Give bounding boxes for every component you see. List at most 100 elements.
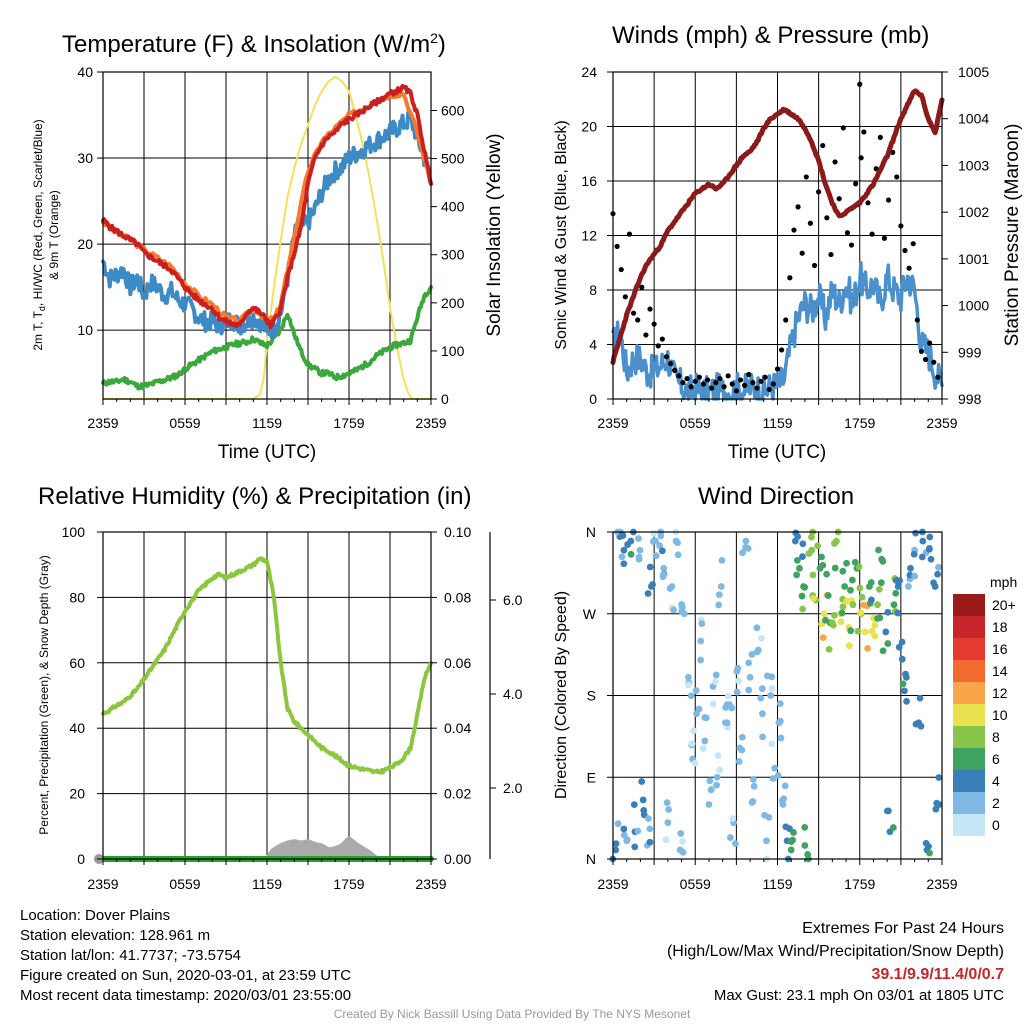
direction-point xyxy=(823,570,831,578)
gust-point xyxy=(894,174,900,180)
direction-point xyxy=(757,694,765,702)
gust-point xyxy=(832,159,838,165)
gust-point xyxy=(931,359,937,365)
station-elevation: Station elevation: 128.961 m xyxy=(20,927,211,944)
direction-point xyxy=(639,796,647,804)
direction-point xyxy=(646,563,654,571)
y2-tick-label: 0.10 xyxy=(444,524,471,540)
colorbar-swatch xyxy=(953,726,985,748)
gust-point xyxy=(721,384,727,390)
speed-colorbar: mph 20+ 18 16 14 12 10 8 6 4 2 0 xyxy=(953,574,1017,836)
direction-point xyxy=(932,805,940,813)
direction-point xyxy=(674,551,682,559)
x-tick-label: 2359 xyxy=(415,876,446,892)
direction-point xyxy=(796,564,803,572)
direction-point xyxy=(644,815,652,823)
gust-point xyxy=(663,354,670,360)
x-tick-label: 0559 xyxy=(169,876,200,892)
x-tick-label: 2359 xyxy=(415,415,446,431)
gust-point xyxy=(816,189,822,195)
direction-point xyxy=(750,782,758,790)
direction-point xyxy=(912,720,920,728)
direction-point xyxy=(698,620,706,628)
winds-title: Winds (mph) & Pressure (mb) xyxy=(612,22,930,49)
station-info: Location: Dover Plains Station elevation… xyxy=(20,906,351,1006)
direction-point xyxy=(864,644,871,652)
y2-tick-label: 0.02 xyxy=(444,786,471,802)
direction-point xyxy=(739,549,746,557)
direction-point xyxy=(801,823,809,831)
direction-point xyxy=(745,659,753,667)
gust-point xyxy=(766,386,772,393)
gust-point xyxy=(762,374,768,380)
y-axis-label-subscript: d xyxy=(37,306,47,311)
gust-point xyxy=(844,230,851,236)
direction-point xyxy=(691,759,699,767)
gust-point xyxy=(688,384,694,390)
direction-point xyxy=(715,591,723,599)
direction-point xyxy=(644,590,652,597)
direction-point xyxy=(856,584,864,592)
y2-tick-label: 1003 xyxy=(958,157,989,173)
direction-point xyxy=(699,745,707,753)
temp-2m-line xyxy=(101,83,433,330)
direction-point xyxy=(776,700,784,708)
gust-point xyxy=(626,231,633,237)
heat-index-wind-chill-line xyxy=(101,110,433,339)
direction-point xyxy=(858,593,866,601)
gust-point xyxy=(807,220,814,226)
colorbar-label: 0 xyxy=(992,817,1000,833)
direction-point xyxy=(935,563,942,571)
x-tick-label: 2359 xyxy=(597,415,628,431)
direction-point xyxy=(709,700,717,708)
colorbar-label: 10 xyxy=(992,707,1008,723)
y-tick-label: 0 xyxy=(589,391,597,407)
direction-point xyxy=(687,692,695,700)
direction-point xyxy=(695,705,703,713)
colorbar-label: 2 xyxy=(992,795,1000,811)
direction-point xyxy=(818,553,825,561)
direction-point xyxy=(839,567,847,575)
gust-point xyxy=(853,181,859,187)
direction-point xyxy=(849,601,857,609)
direction-point xyxy=(877,579,885,587)
direction-point xyxy=(652,552,660,560)
gust-point xyxy=(918,348,925,354)
direction-point xyxy=(774,772,782,779)
direction-point xyxy=(624,541,632,548)
direction-point xyxy=(848,576,856,584)
gust-point xyxy=(922,356,929,363)
direction-point xyxy=(874,615,881,622)
direction-point xyxy=(735,758,743,765)
y-tick-label: 100 xyxy=(62,524,86,540)
direction-point xyxy=(810,595,817,602)
y2-tick-label: 1000 xyxy=(958,298,989,314)
direction-point xyxy=(697,656,704,664)
gust-point xyxy=(635,317,641,323)
y-tick-label: E xyxy=(587,769,596,785)
y2-tick-label: 0.08 xyxy=(444,589,471,605)
gust-point xyxy=(774,366,781,372)
y-axis-label: 2m T, Td, HI/WC (Red, Green, Scarlet/Blu… xyxy=(31,119,47,350)
direction-point xyxy=(837,618,845,626)
humidity-title: Relative Humidity (%) & Precipitation (i… xyxy=(38,483,472,510)
x-tick-label: 1759 xyxy=(333,876,364,892)
direction-point xyxy=(765,813,773,821)
direction-point xyxy=(884,608,892,616)
gust-point xyxy=(795,204,801,210)
y2-tick-label: 500 xyxy=(441,151,465,167)
direction-point xyxy=(782,823,790,831)
direction-point xyxy=(809,571,817,579)
colorbar-swatch xyxy=(953,638,985,660)
gust-point xyxy=(906,265,912,271)
y2-tick-label: 400 xyxy=(441,199,465,215)
gust-point xyxy=(824,215,830,221)
direction-point xyxy=(843,559,850,567)
gust-point xyxy=(630,310,637,316)
direction-point xyxy=(793,571,801,579)
direction-point xyxy=(829,621,837,629)
y-tick-label: 40 xyxy=(69,720,85,736)
direction-point xyxy=(819,561,827,569)
station-latlon: Station lat/lon: 41.7737; -73.5754 xyxy=(20,947,242,964)
